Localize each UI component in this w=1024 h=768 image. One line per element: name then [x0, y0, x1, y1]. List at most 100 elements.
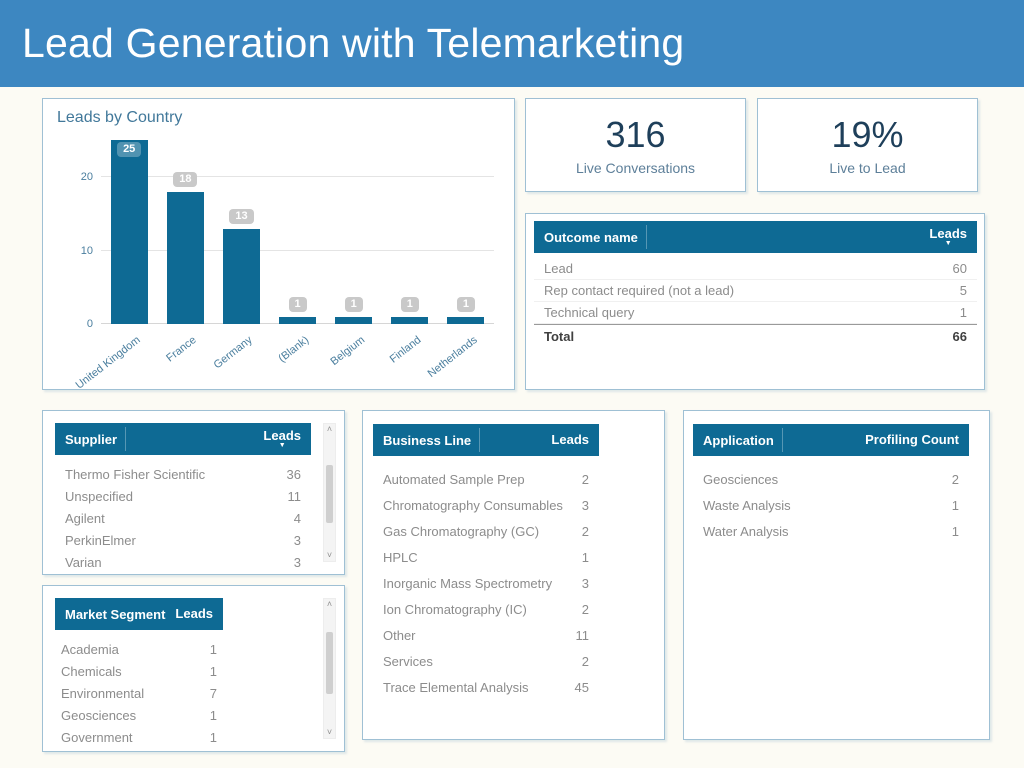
header-divider — [479, 428, 481, 452]
table-row[interactable]: Environmental 7 — [55, 682, 223, 704]
row-label: Gas Chromatography (GC) — [383, 523, 540, 539]
table-row[interactable]: Waste Analysis 1 — [693, 492, 969, 518]
table-row[interactable]: Automated Sample Prep 2 — [373, 466, 599, 492]
row-value: 1 — [951, 523, 959, 539]
row-label: Chemicals — [61, 663, 122, 679]
column-header-leads[interactable]: Leads — [551, 432, 589, 448]
row-label: Chromatography Consumables — [383, 497, 563, 513]
table-body: Lead 60 Rep contact required (not a lead) 5… — [526, 258, 984, 324]
bar-data-label: 13 — [229, 208, 254, 224]
table-header[interactable]: Supplier Leads ▼ — [55, 423, 311, 455]
table-header[interactable]: Business Line Leads — [373, 424, 599, 456]
bar-data-label: 25 — [117, 142, 142, 158]
bar-finland[interactable] — [391, 316, 429, 324]
bar--blank-[interactable] — [279, 316, 316, 324]
row-label: Waste Analysis — [703, 497, 791, 513]
table-row[interactable]: Other 11 — [373, 622, 599, 648]
bar-germany[interactable] — [222, 228, 260, 324]
table-header[interactable]: Market Segment Leads — [55, 598, 223, 630]
column-header-application[interactable]: Application — [703, 432, 774, 448]
table-row[interactable]: Gas Chromatography (GC) 2 — [373, 518, 599, 544]
scroll-down-icon[interactable]: ˅ — [326, 727, 333, 737]
column-header-supplier[interactable]: Supplier — [65, 431, 118, 447]
row-label: Geosciences — [61, 707, 137, 723]
column-header-market-segment[interactable]: Market Segment — [65, 606, 166, 622]
sort-desc-icon: ▼ — [278, 441, 286, 449]
vertical-scrollbar[interactable]: ˄ ˅ — [323, 598, 336, 739]
table-header[interactable]: Outcome name Leads ▼ — [534, 221, 977, 253]
row-value: 7 — [209, 685, 217, 701]
table-row[interactable]: Chemicals 1 — [55, 660, 223, 682]
table-row[interactable]: Geosciences 1 — [55, 704, 223, 726]
table-header[interactable]: Application Profiling Count — [693, 424, 969, 456]
scrollbar-thumb[interactable] — [326, 465, 333, 523]
table-row[interactable]: Varian 3 — [55, 551, 311, 573]
bar-data-label: 1 — [288, 296, 307, 312]
business-line-table: Business Line Leads Automated Sample Pre… — [362, 410, 665, 740]
bar-data-label: 1 — [400, 296, 419, 312]
column-header-leads[interactable]: Leads ▼ — [263, 428, 301, 449]
row-value: 3 — [581, 575, 589, 591]
column-header-leads[interactable]: Leads ▼ — [929, 226, 967, 247]
row-label: Ion Chromatography (IC) — [383, 601, 527, 617]
table-total-row: Total 66 — [534, 324, 977, 348]
bar-france[interactable] — [166, 191, 204, 324]
table-row[interactable]: Ion Chromatography (IC) 2 — [373, 596, 599, 622]
table-row[interactable]: Rep contact required (not a lead) 5 — [534, 280, 977, 302]
bar-united-kingdom[interactable] — [110, 140, 148, 324]
row-value: 60 — [952, 261, 967, 276]
row-value: 1 — [209, 641, 217, 657]
row-value: 1 — [209, 663, 217, 679]
total-value: 66 — [952, 329, 967, 344]
bar-belgium[interactable] — [335, 316, 373, 324]
table-row[interactable]: Technical query 1 — [534, 302, 977, 324]
x-axis-label: France — [164, 334, 199, 365]
scroll-down-icon[interactable]: ˅ — [326, 550, 333, 560]
x-axis-label: Finland — [387, 334, 424, 366]
table-row[interactable]: Agilent 4 — [55, 507, 311, 529]
bar-netherlands[interactable] — [447, 316, 485, 324]
vertical-scrollbar[interactable]: ˄ ˅ — [323, 423, 336, 562]
table-row[interactable]: Academia 1 — [55, 638, 223, 660]
row-label: Services — [383, 653, 433, 669]
row-value: 2 — [581, 601, 589, 617]
scrollbar-thumb[interactable] — [326, 632, 333, 694]
scroll-up-icon[interactable]: ˄ — [326, 424, 333, 434]
table-row[interactable]: Government 1 — [55, 726, 223, 748]
table-row[interactable]: Trace Elemental Analysis 45 — [373, 674, 599, 700]
table-row[interactable]: Services 2 — [373, 648, 599, 674]
table-row[interactable]: Thermo Fisher Scientific 36 — [55, 463, 311, 485]
table-row[interactable]: Chromatography Consumables 3 — [373, 492, 599, 518]
scroll-up-icon[interactable]: ˄ — [326, 599, 333, 609]
y-axis-tick: 10 — [80, 244, 93, 257]
sort-desc-icon: ▼ — [944, 239, 952, 247]
header-divider — [645, 225, 647, 249]
row-value: 1 — [951, 497, 959, 513]
table-row[interactable]: PerkinElmer 3 — [55, 529, 311, 551]
row-label: HPLC — [383, 549, 418, 565]
table-row[interactable]: Water Analysis 1 — [693, 518, 969, 544]
table-row[interactable]: Lead 60 — [534, 258, 977, 280]
gridline — [101, 249, 494, 251]
row-value: 2 — [581, 471, 589, 487]
row-value: 5 — [959, 283, 967, 298]
kpi-value: 19% — [831, 114, 904, 155]
kpi-label: Live to Lead — [829, 160, 906, 176]
row-label: Unspecified — [65, 488, 133, 504]
row-value: 1 — [209, 729, 217, 745]
column-header-profiling-count[interactable]: Profiling Count — [865, 432, 959, 448]
row-label: Other — [383, 627, 416, 643]
supplier-table: Supplier Leads ▼ Thermo Fisher Scientifi… — [42, 410, 345, 575]
table-row[interactable]: HPLC 1 — [373, 544, 599, 570]
table-row[interactable]: Inorganic Mass Spectrometry 3 — [373, 570, 599, 596]
column-header-outcome-name[interactable]: Outcome name — [544, 229, 638, 245]
row-value: 3 — [293, 532, 301, 548]
table-row[interactable]: Unspecified 11 — [55, 485, 311, 507]
column-header-leads[interactable]: Leads — [175, 606, 213, 622]
column-header-business-line[interactable]: Business Line — [383, 432, 472, 448]
chart-title: Leads by Country — [57, 109, 183, 126]
row-value: 11 — [287, 488, 302, 504]
table-row[interactable]: Geosciences 2 — [693, 466, 969, 492]
application-table: Application Profiling Count Geosciences 2… — [683, 410, 990, 740]
